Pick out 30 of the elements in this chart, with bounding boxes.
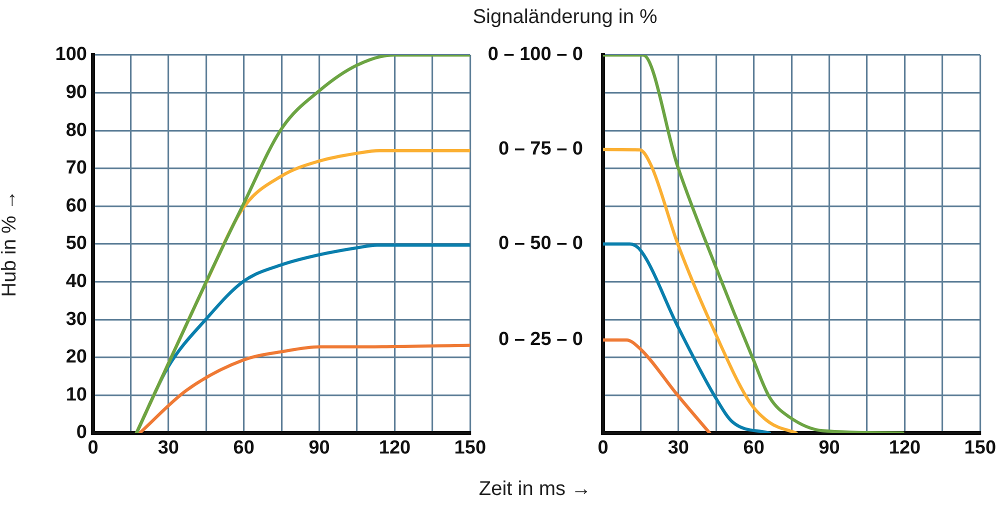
text: 0 – 50 – 0 [498,233,583,254]
x-tick-label: 0 [598,438,608,459]
y-axis-title: Hub in % → [0,189,22,298]
y-tick-label: 70 [66,158,87,179]
text: 0 – 25 – 0 [498,329,583,350]
x-tick-label: 120 [378,438,411,459]
y-tick-label: 10 [66,384,87,406]
x-tick-label: 30 [668,438,689,459]
x-tick-label: 120 [888,438,921,459]
y-tick-label: 80 [66,120,87,141]
x-tick-label: 60 [233,438,254,459]
x-tick-label: 60 [743,438,764,459]
y-tick-label: 60 [66,195,87,216]
y-tick-label: 20 [66,346,87,368]
y-tick-label: 0 [76,422,87,444]
text: 0 – 75 – 0 [498,138,583,160]
x-tick-label: 30 [158,438,179,459]
y-tick-label: 90 [66,82,87,104]
x-axis-title: Zeit in ms → [478,478,592,501]
y-tick-label: 100 [55,44,87,66]
x-tick-label: 90 [818,438,840,459]
x-tick-label: 150 [454,438,486,459]
text: 0 – 100 – 0 [488,44,583,66]
y-tick-label: 30 [66,308,87,330]
chart-title: Signaländerung in % [472,6,658,29]
x-tick-label: 150 [964,438,996,459]
y-tick-label: 50 [66,233,87,254]
y-tick-label: 40 [66,271,87,292]
line-series [138,344,470,433]
x-tick-label: 90 [308,438,330,459]
